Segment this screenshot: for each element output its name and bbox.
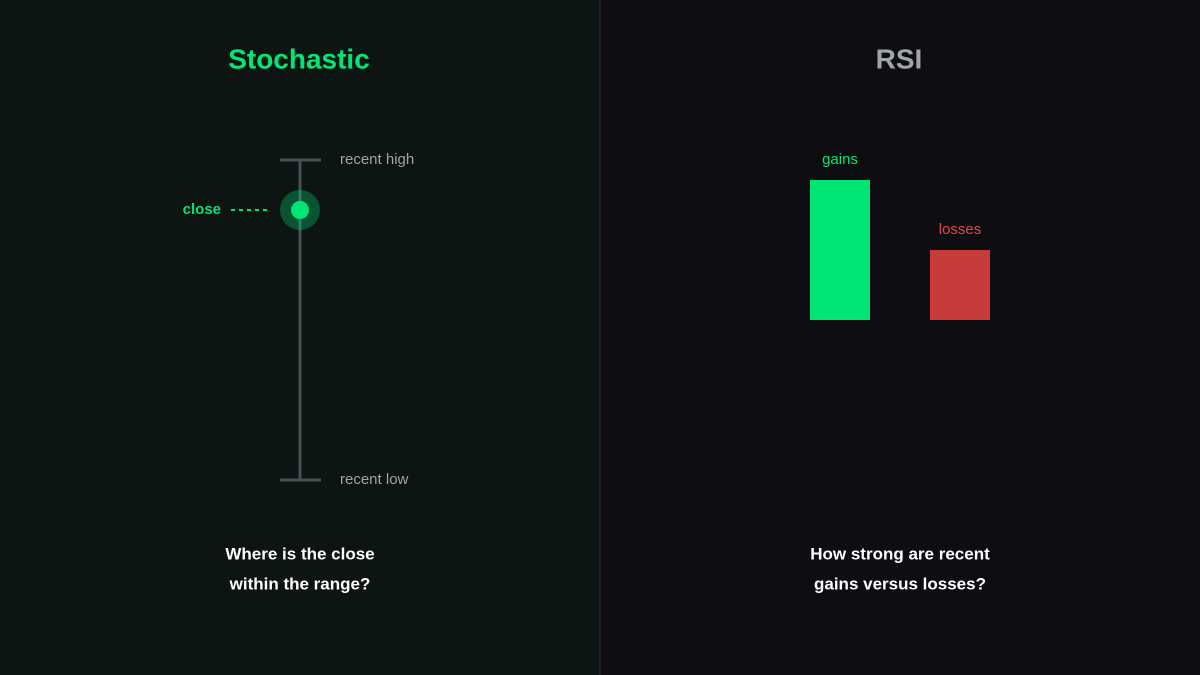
question: Where is the close xyxy=(225,544,374,563)
question: within the range? xyxy=(229,574,371,593)
question: How strong are recent xyxy=(810,544,990,563)
gains-bar xyxy=(810,180,870,320)
losses-label: losses xyxy=(939,221,982,238)
gains-label: gains xyxy=(822,151,858,168)
losses-bar xyxy=(930,250,990,320)
panel-title: RSI xyxy=(876,43,923,74)
right-panel xyxy=(600,0,1200,675)
high-label: recent high xyxy=(340,151,414,168)
panel-title: Stochastic xyxy=(228,43,370,74)
low-label: recent low xyxy=(340,471,409,488)
close-dot xyxy=(291,201,309,219)
close-label: close xyxy=(183,201,221,218)
question: gains versus losses? xyxy=(814,574,986,593)
